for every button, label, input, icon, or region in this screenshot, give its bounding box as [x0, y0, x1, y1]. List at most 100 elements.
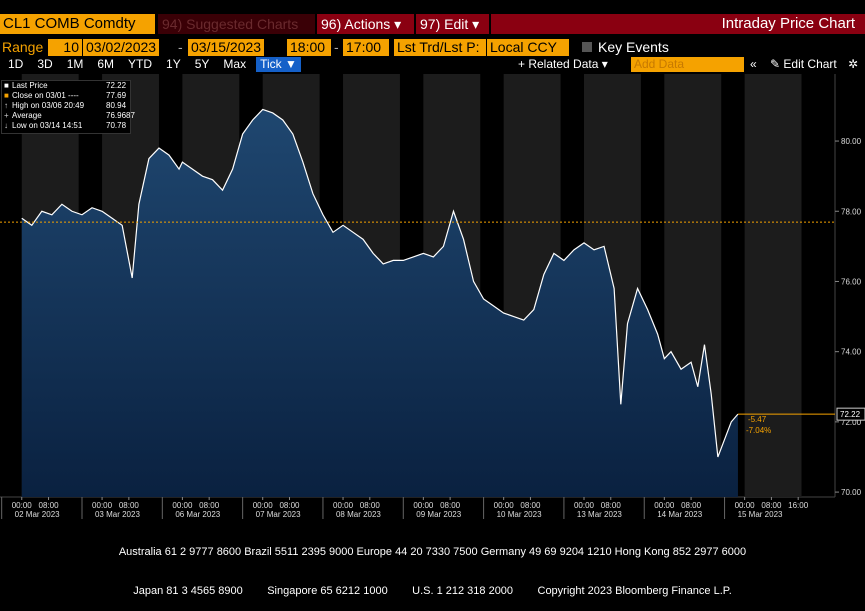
legend-label: Close on 03/01 ----: [12, 91, 79, 100]
ticker[interactable]: CL1 COMB Comdty: [0, 14, 155, 34]
legend-item: ↑ High on 03/06 20:49 80.94: [2, 101, 130, 111]
x-tick-label: 00:00: [253, 501, 274, 510]
x-tick-label: 08:00: [761, 501, 782, 510]
footer-line: Japan 81 3 4565 8900 Singapore 65 6212 1…: [133, 585, 732, 597]
settings[interactable]: ✲: [848, 57, 859, 71]
x-tick-label: 08:00: [279, 501, 300, 510]
y-tick-label: 76.00: [841, 277, 862, 286]
period-button[interactable]: 1M: [66, 57, 84, 71]
legend-item: + Average 76.9687: [2, 111, 135, 121]
x-tick-label: 08:00: [440, 501, 461, 510]
legend-label: Average: [12, 111, 42, 120]
footer-line: Australia 61 2 9777 8600 Brazil 5511 239…: [118, 546, 747, 558]
legend-marker: ↓: [4, 121, 8, 130]
period-button[interactable]: 1D: [8, 57, 24, 71]
x-tick-label: 16:00: [788, 501, 809, 510]
period-field[interactable]: 10: [48, 39, 82, 56]
date-label: 02 Mar 2023: [15, 510, 60, 519]
period-bar: 1D 3D 1M 6M YTD 1Y 5Y Max Tick ▼ + Related Data …: [0, 57, 865, 73]
range-bar: Range 10 03/02/2023 - 03/15/2023 18:00 -…: [0, 38, 865, 57]
legend-label: Last Price: [12, 81, 48, 90]
period-button[interactable]: 5Y: [194, 57, 210, 71]
x-tick-label: 08:00: [681, 501, 702, 510]
legend-value: 76.9687: [106, 111, 135, 120]
legend-item: ■ Close on 03/01 ---- 77.69: [2, 91, 130, 101]
date-label: 07 Mar 2023: [256, 510, 301, 519]
y-tick-label: 74.00: [841, 348, 862, 357]
separator: -: [178, 39, 183, 55]
period-button[interactable]: Tick ▼: [256, 57, 301, 72]
legend-marker: ■: [4, 91, 9, 100]
start-time[interactable]: 18:00: [287, 39, 331, 56]
x-tick-label: 00:00: [494, 501, 515, 510]
date-label: 15 Mar 2023: [738, 510, 783, 519]
legend-label: High on 03/06 20:49: [12, 101, 85, 110]
session-shade: [744, 74, 802, 497]
x-tick-label: 00:00: [735, 501, 756, 510]
y-tick-label: 80.00: [841, 137, 862, 146]
legend-value: 70.78: [106, 121, 127, 130]
date-label: 10 Mar 2023: [497, 510, 542, 519]
x-tick-label: 00:00: [413, 501, 434, 510]
change-pct-label: -7.04%: [746, 426, 771, 435]
x-tick-label: 00:00: [92, 501, 113, 510]
separator: -: [334, 39, 339, 55]
end-date[interactable]: 03/15/2023: [188, 39, 265, 56]
period-button[interactable]: YTD: [128, 57, 153, 71]
price-field[interactable]: Lst Trd/Lst P:: [394, 39, 486, 56]
start-date[interactable]: 03/02/2023: [83, 39, 160, 56]
x-tick-label: 00:00: [12, 501, 33, 510]
date-label: 09 Mar 2023: [416, 510, 461, 519]
y-tick-label: 72.00: [841, 418, 862, 427]
chart: 70.00 72.00 74.00 76.00 78.00 80.00 00:00 08:00…: [0, 74, 865, 519]
legend-value: 77.69: [106, 91, 127, 100]
x-tick-label: 08:00: [360, 501, 381, 510]
legend-item: ↓ Low on 03/14 14:51 70.78: [2, 121, 130, 131]
bloomberg-screen: CL1 COMB Comdty 94) Suggested Charts 96)…: [0, 14, 865, 597]
x-tick-label: 08:00: [119, 501, 140, 510]
x-tick-label: 08:00: [39, 501, 60, 510]
add-data[interactable]: Add Data: [631, 57, 744, 72]
screen-title: Intraday Price Chart: [491, 14, 865, 34]
date-label: 13 Mar 2023: [577, 510, 622, 519]
price-area: [21, 109, 738, 497]
edit-menu[interactable]: 97) Edit ▾: [416, 14, 489, 34]
key-events[interactable]: Key Events: [598, 39, 669, 55]
x-tick-label: 00:00: [574, 501, 595, 510]
period-button[interactable]: 6M: [97, 57, 115, 71]
legend-marker: ↑: [4, 101, 8, 110]
currency[interactable]: Local CCY: [487, 39, 569, 56]
period-button[interactable]: 3D: [37, 57, 53, 71]
end-time[interactable]: 17:00: [343, 39, 389, 56]
related-data[interactable]: + Related Data ▾: [518, 57, 608, 71]
legend-value: 72.22: [106, 81, 127, 90]
legend: ■ Last Price 72.22 ■ Close on 03/01 ---- 77.6…: [1, 80, 135, 134]
actions-menu[interactable]: 96) Actions ▾: [317, 14, 414, 34]
date-label: 03 Mar 2023: [95, 510, 140, 519]
legend-marker: +: [4, 111, 9, 120]
footer: Australia 61 2 9777 8600 Brazil 5511 239…: [0, 520, 865, 611]
period-button[interactable]: 1Y: [166, 57, 181, 71]
change-label: -5.47: [748, 415, 767, 424]
legend-marker: ■: [4, 81, 9, 90]
suggested-charts[interactable]: 94) Suggested Charts: [158, 14, 315, 34]
x-tick-label: 08:00: [199, 501, 220, 510]
collapse[interactable]: «: [750, 57, 757, 71]
x-tick-label: 08:00: [601, 501, 622, 510]
legend-value: 80.94: [106, 101, 127, 110]
date-label: 14 Mar 2023: [657, 510, 702, 519]
x-tick-label: 00:00: [172, 501, 193, 510]
price-line: [21, 108, 739, 458]
legend-item: ■ Last Price 72.22: [2, 81, 130, 91]
edit-chart[interactable]: ✎ Edit Chart: [770, 57, 837, 71]
date-label: 06 Mar 2023: [175, 510, 220, 519]
x-tick-label: 00:00: [654, 501, 675, 510]
last-price-label: 72.22: [840, 410, 861, 419]
date-label: 08 Mar 2023: [336, 510, 381, 519]
period-button[interactable]: Max: [223, 57, 247, 71]
y-tick-label: 70.00: [841, 488, 862, 497]
last-price-tag: [836, 407, 865, 421]
checkbox[interactable]: [582, 42, 592, 52]
y-tick-label: 78.00: [841, 207, 862, 216]
range-label: Range: [2, 39, 44, 55]
